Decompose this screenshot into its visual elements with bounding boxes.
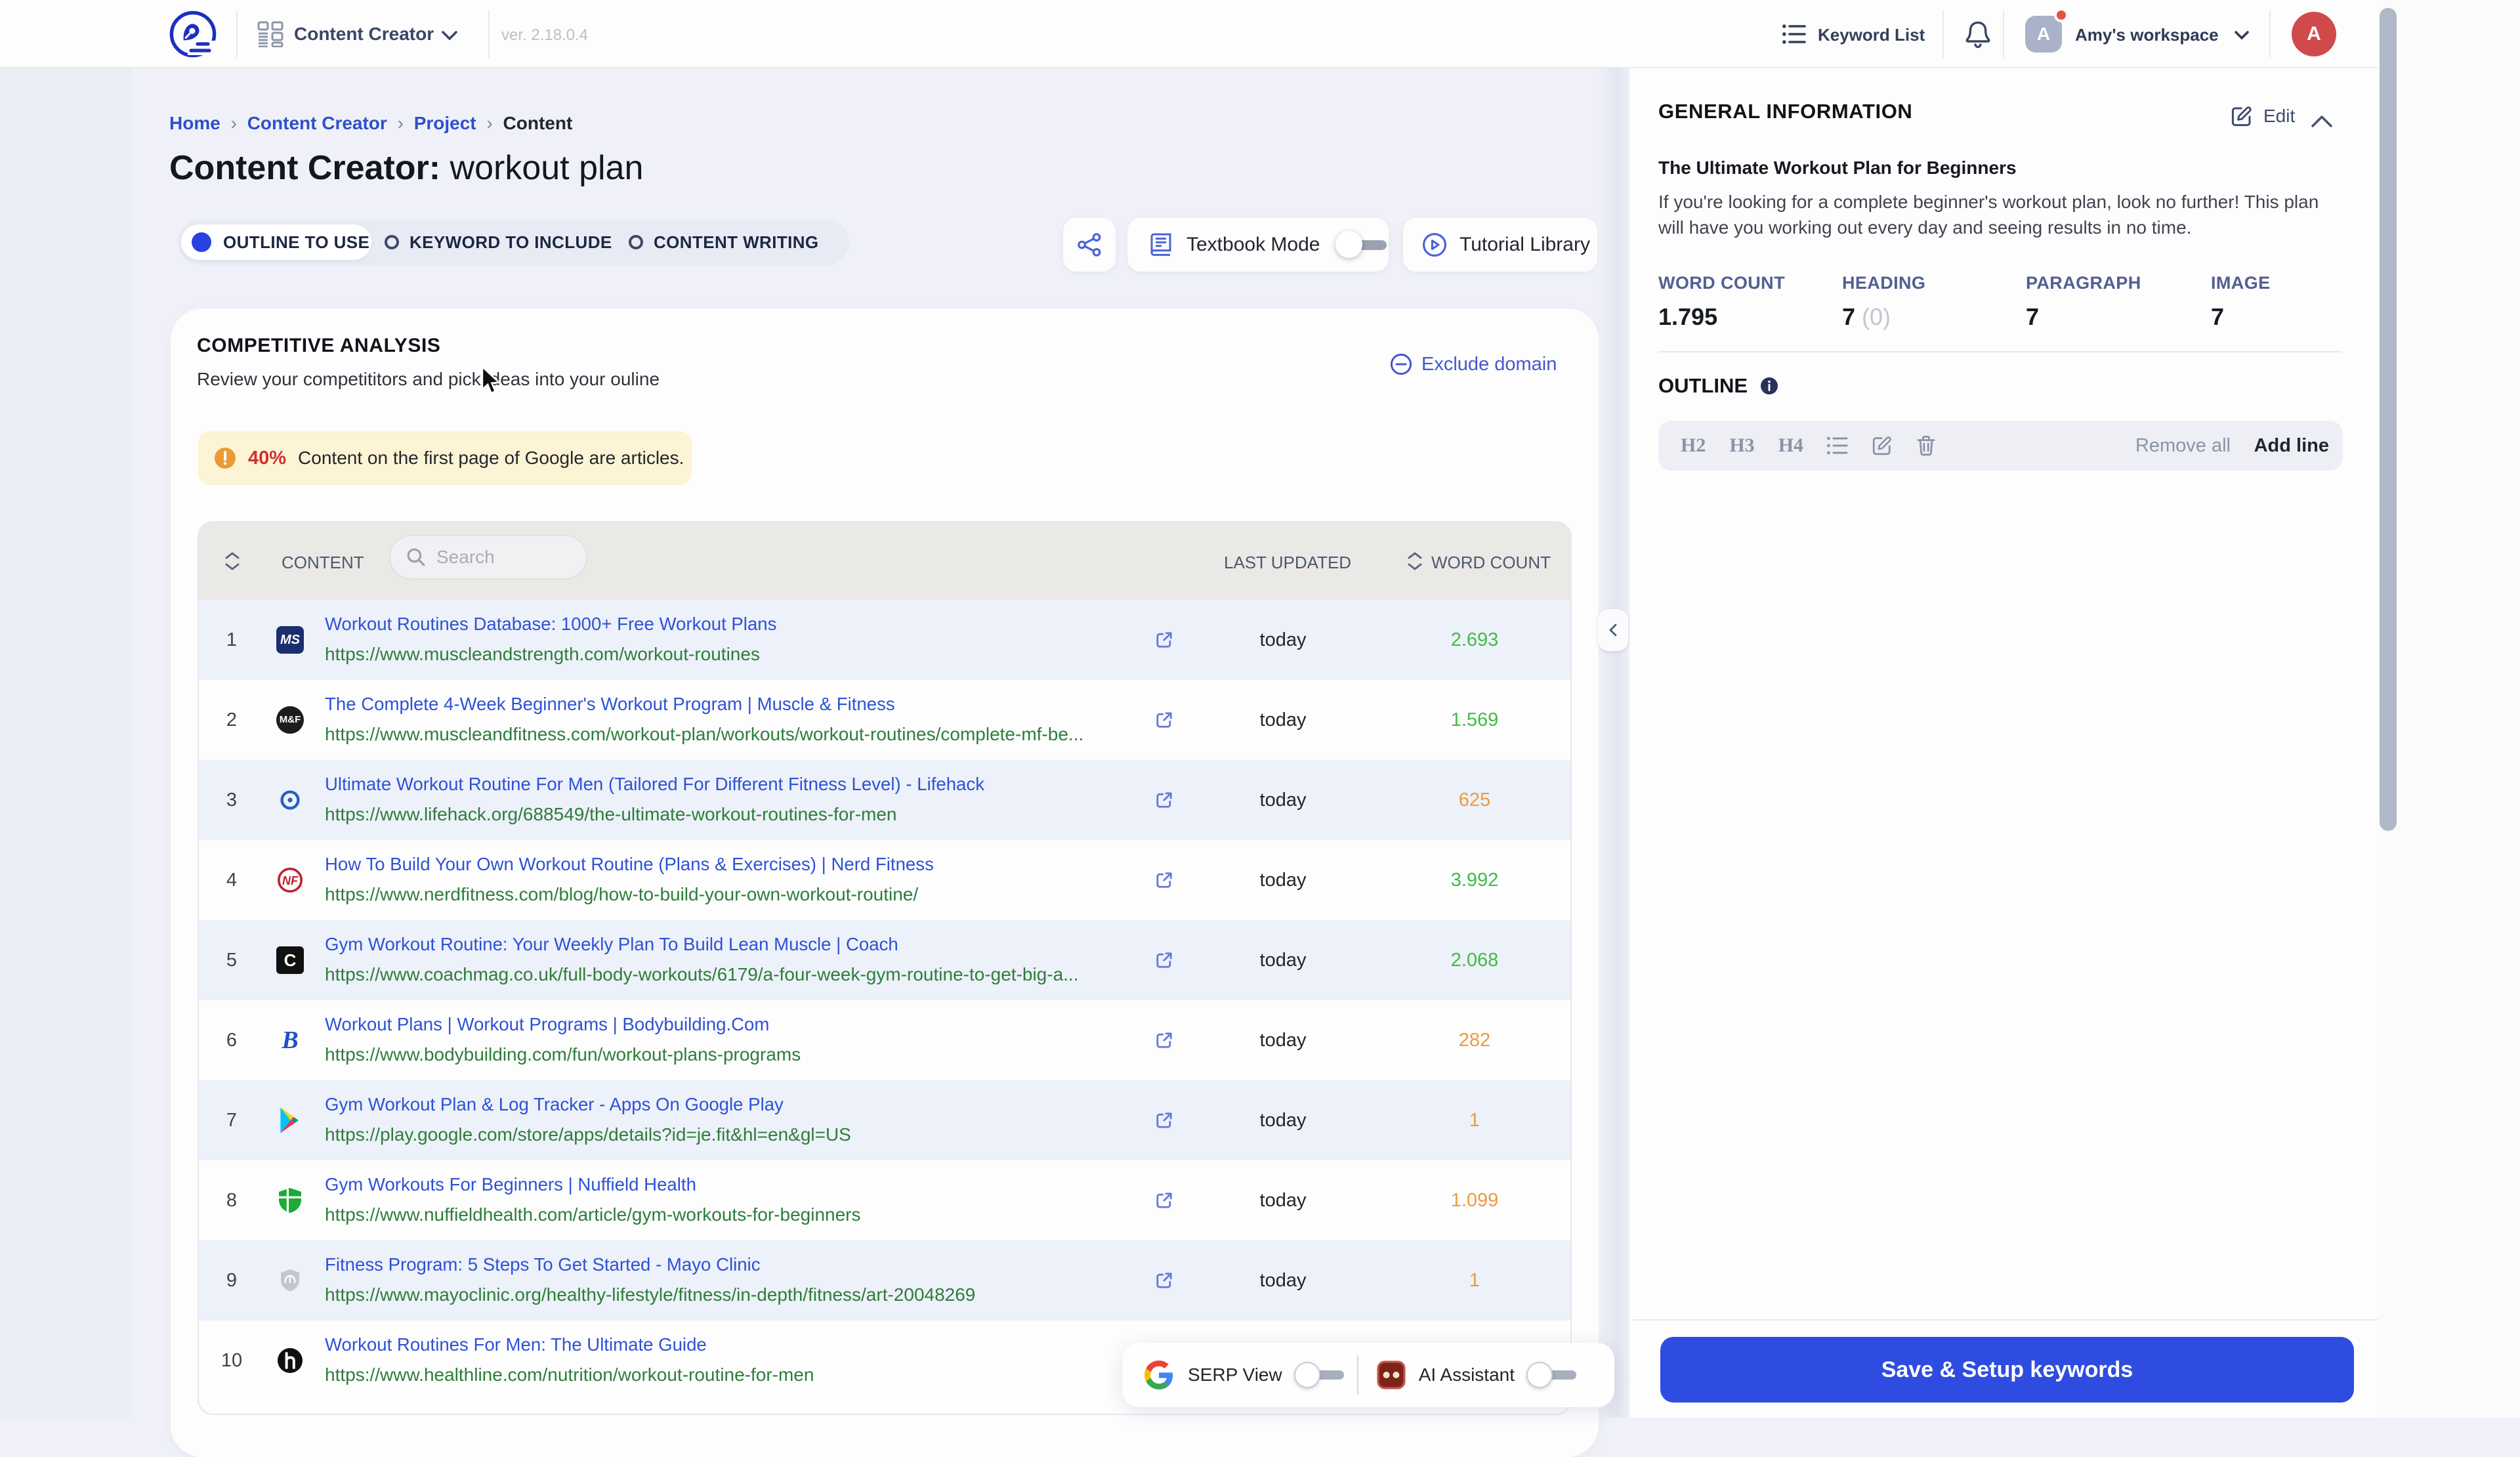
svg-text:NF: NF <box>282 874 299 887</box>
